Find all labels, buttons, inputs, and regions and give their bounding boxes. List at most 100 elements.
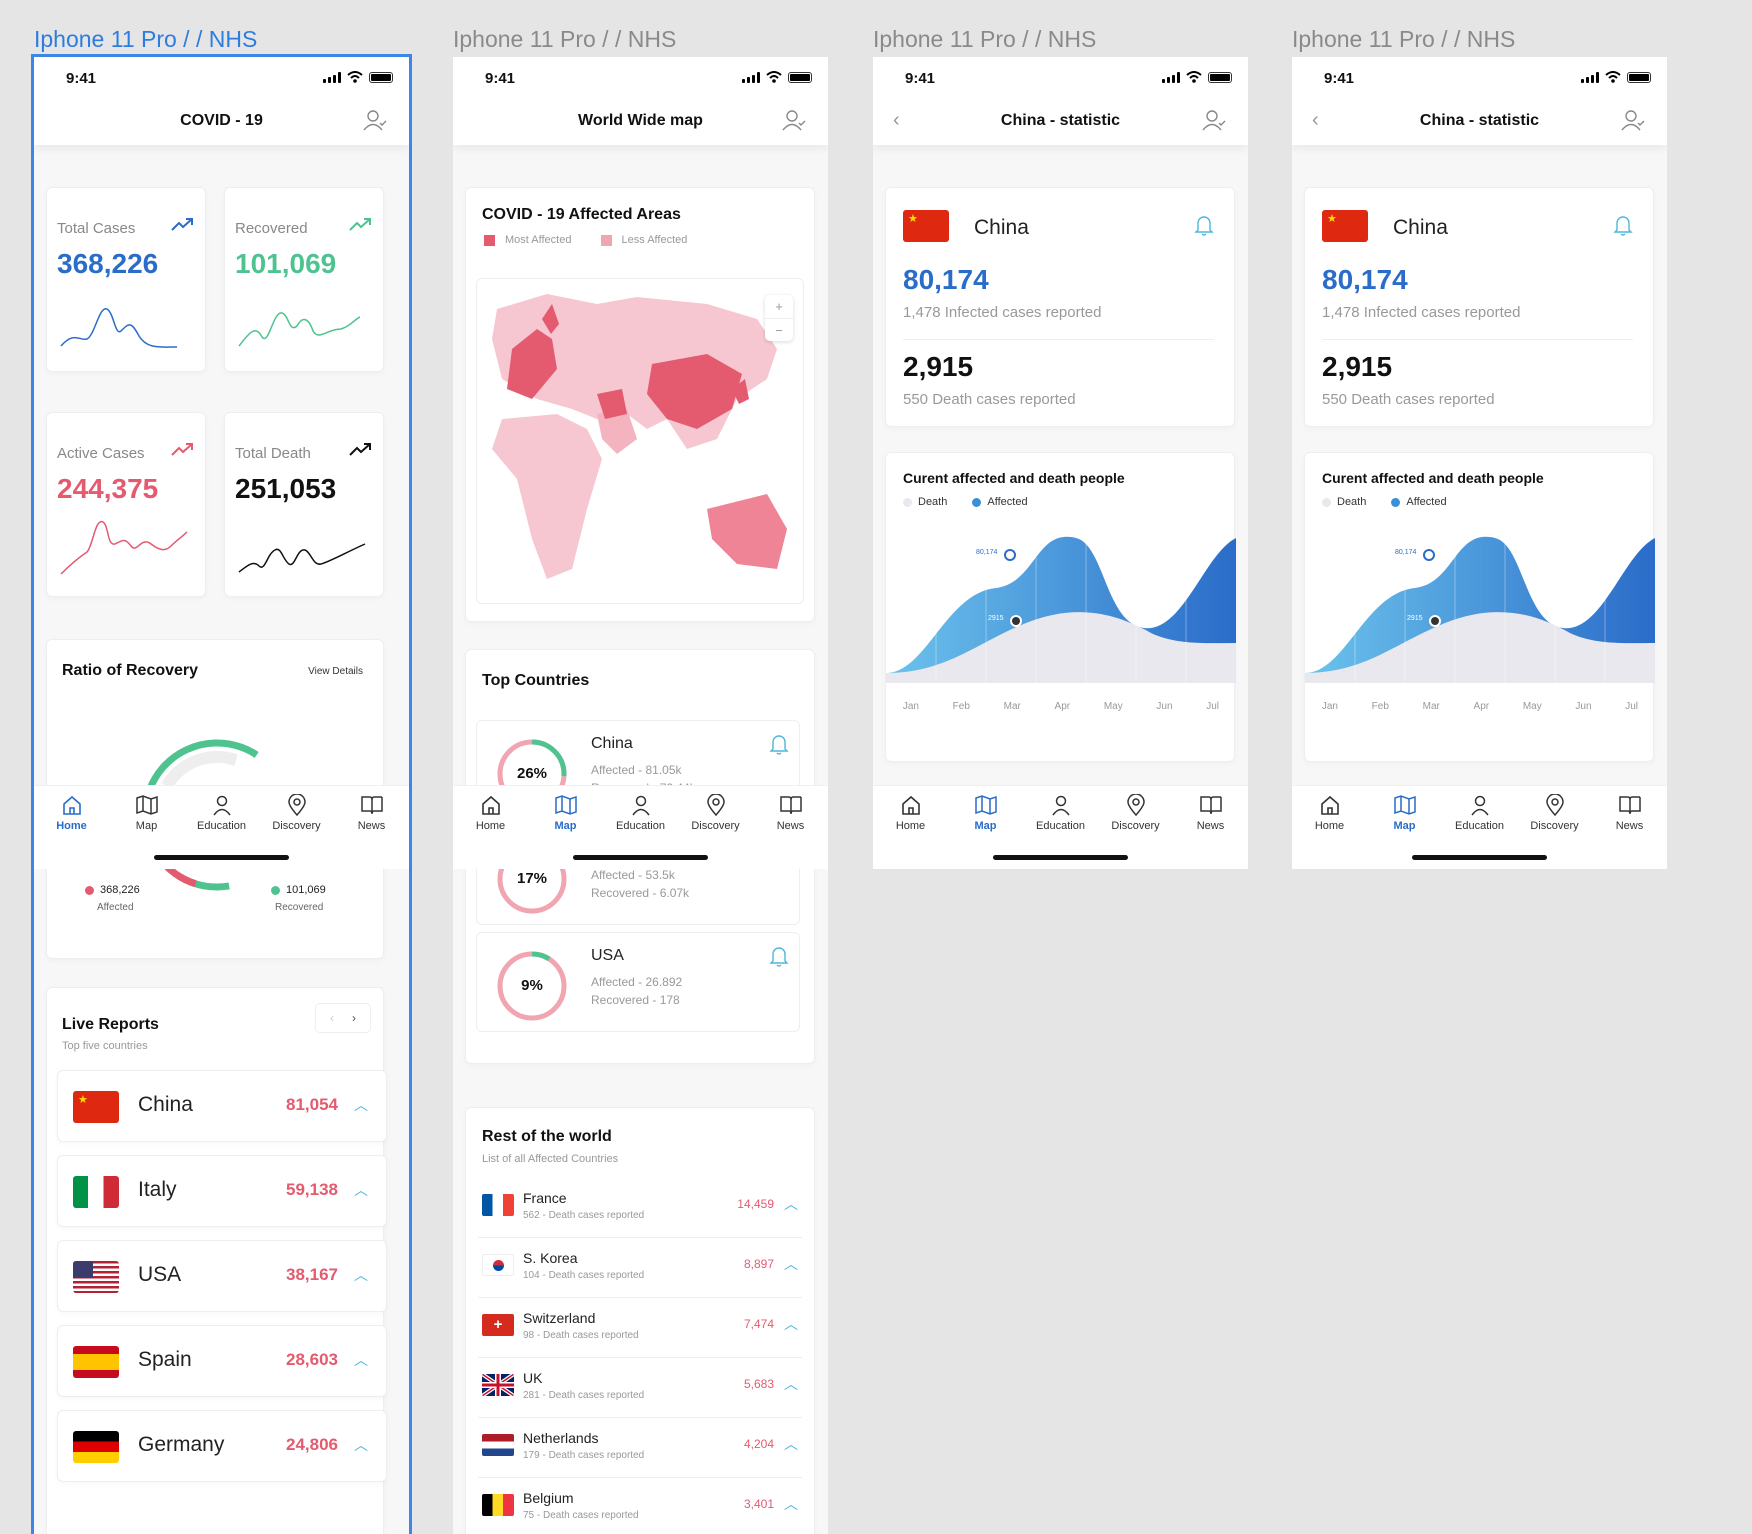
affected-marker[interactable] xyxy=(1004,549,1016,561)
country-name: China xyxy=(974,216,1029,239)
infected-sub: 1,478 Infected cases reported xyxy=(903,304,1102,321)
tab-discovery[interactable]: Discovery xyxy=(259,794,334,832)
month-label: May xyxy=(1522,701,1542,712)
tab-education[interactable]: Education xyxy=(1442,794,1517,832)
country-row-uk[interactable]: UK 281 - Death cases reported 5,683 ︿ xyxy=(478,1358,802,1418)
affected-death-chart-card: Curent affected and death people Death A… xyxy=(1304,452,1655,762)
uk-flag-icon xyxy=(482,1374,514,1396)
tab-news[interactable]: News xyxy=(1173,794,1248,832)
bell-icon[interactable] xyxy=(1194,214,1214,236)
tab-label: Education xyxy=(1455,820,1504,832)
country-row-france[interactable]: France 562 - Death cases reported 14,459… xyxy=(478,1178,802,1238)
china-flag-icon: ★ xyxy=(903,210,949,242)
user-check-icon[interactable] xyxy=(363,109,387,131)
user-check-icon[interactable] xyxy=(1621,109,1645,131)
live-row-usa[interactable]: USA 38,167 ︿ xyxy=(57,1240,387,1312)
death-marker[interactable] xyxy=(1429,615,1441,627)
tab-education[interactable]: Education xyxy=(603,794,678,832)
chevron-up-icon: ︿ xyxy=(784,1496,798,1512)
country-name: Spain xyxy=(138,1348,192,1371)
rest-of-world-card: Rest of the world List of all Affected C… xyxy=(465,1107,815,1534)
live-row-italy[interactable]: Italy 59,138 ︿ xyxy=(57,1155,387,1227)
tab-education[interactable]: Education xyxy=(1023,794,1098,832)
tab-news[interactable]: News xyxy=(753,794,828,832)
tab-education[interactable]: Education xyxy=(184,794,259,832)
status-bar: 9:41 xyxy=(453,57,828,97)
tab-label: Map xyxy=(554,820,577,832)
top-country-row[interactable]: 9% USA Affected - 26.892 Recovered - 178 xyxy=(476,932,800,1032)
wifi-icon xyxy=(1605,71,1621,83)
frame-title-home[interactable]: Iphone 11 Pro / / NHS xyxy=(34,26,258,52)
tab-news[interactable]: News xyxy=(1592,794,1667,832)
zoom-out-button[interactable]: − xyxy=(765,318,793,341)
bell-icon[interactable] xyxy=(1613,214,1633,236)
live-row-china[interactable]: ★ China 81,054 ︿ xyxy=(57,1070,387,1142)
recovered-card[interactable]: Recovered 101,069 xyxy=(224,187,384,372)
frame-title-stat1[interactable]: Iphone 11 Pro / / NHS xyxy=(873,26,1097,52)
status-icons xyxy=(1581,71,1651,83)
death-marker[interactable] xyxy=(1010,615,1022,627)
usa-flag-icon xyxy=(73,1261,119,1293)
live-row-germany[interactable]: Germany 24,806 ︿ xyxy=(57,1410,387,1482)
bell-icon[interactable] xyxy=(769,945,789,967)
tab-home[interactable]: Home xyxy=(34,794,109,832)
month-label: Jun xyxy=(1156,701,1173,712)
country-name: Italy xyxy=(138,1178,177,1201)
deaths-sub: 550 Death cases reported xyxy=(903,391,1076,408)
tab-news[interactable]: News xyxy=(334,794,409,832)
country-value: 8,897 xyxy=(743,1257,774,1271)
tab-discovery[interactable]: Discovery xyxy=(1517,794,1592,832)
status-icons xyxy=(323,71,393,83)
month-label: Jun xyxy=(1575,701,1592,712)
card-label: Total Death xyxy=(235,445,311,462)
area-chart xyxy=(1305,533,1655,683)
less-affected-swatch xyxy=(600,234,612,246)
zoom-in-button[interactable]: + xyxy=(775,299,783,314)
active-cases-card[interactable]: Active Cases 244,375 xyxy=(46,412,206,597)
country-name: China xyxy=(1393,216,1448,239)
country-row-switzerland[interactable]: + Switzerland 98 - Death cases reported … xyxy=(478,1298,802,1358)
rest-title: Rest of the world xyxy=(482,1128,612,1145)
view-details-link[interactable]: View Details xyxy=(308,666,363,677)
bell-icon[interactable] xyxy=(769,733,789,755)
chevron-up-icon: ︿ xyxy=(354,1437,368,1453)
country-row-belgium[interactable]: Belgium 75 - Death cases reported 3,401 … xyxy=(478,1478,802,1534)
tab-discovery[interactable]: Discovery xyxy=(1098,794,1173,832)
back-arrow-icon[interactable]: ‹ xyxy=(1312,109,1319,131)
frame-title-map[interactable]: Iphone 11 Pro / / NHS xyxy=(453,26,677,52)
user-check-icon[interactable] xyxy=(1202,109,1226,131)
tab-home[interactable]: Home xyxy=(1292,794,1367,832)
prev-arrow-icon[interactable]: ‹ xyxy=(330,1011,334,1025)
tab-map[interactable]: Map xyxy=(109,794,184,832)
country-row-s-korea[interactable]: S. Korea 104 - Death cases reported 8,89… xyxy=(478,1238,802,1298)
tab-home[interactable]: Home xyxy=(873,794,948,832)
status-icons xyxy=(1162,71,1232,83)
recovered-text: Recovered - 6.07k xyxy=(591,886,690,900)
percentage-label: 26% xyxy=(516,765,548,782)
tab-map[interactable]: Map xyxy=(528,794,603,832)
tab-label: News xyxy=(776,820,805,832)
world-map[interactable]: + − xyxy=(476,278,804,604)
total-cases-card[interactable]: Total Cases 368,226 xyxy=(46,187,206,372)
affected-marker[interactable] xyxy=(1423,549,1435,561)
user-check-icon[interactable] xyxy=(782,109,806,131)
frame-title-stat2[interactable]: Iphone 11 Pro / / NHS xyxy=(1292,26,1516,52)
tab-home[interactable]: Home xyxy=(453,794,528,832)
back-arrow-icon[interactable]: ‹ xyxy=(893,109,900,131)
status-bar: 9:41 xyxy=(34,57,409,97)
legend-death: Death xyxy=(918,496,948,508)
tab-map[interactable]: Map xyxy=(1367,794,1442,832)
infected-value: 80,174 xyxy=(1322,264,1408,295)
location-pin-icon xyxy=(1126,794,1145,816)
sparkline-chart xyxy=(60,521,188,575)
top-countries-title: Top Countries xyxy=(482,672,590,689)
next-arrow-icon[interactable]: › xyxy=(352,1011,356,1025)
total-death-card[interactable]: Total Death 251,053 xyxy=(224,412,384,597)
map-icon xyxy=(135,795,158,815)
page-title: COVID - 19 xyxy=(180,112,263,129)
country-row-netherlands[interactable]: Netherlands 179 - Death cases reported 4… xyxy=(478,1418,802,1478)
live-reports-card: Live Reports Top five countries ‹ › ★ Ch… xyxy=(46,987,387,1534)
tab-map[interactable]: Map xyxy=(948,794,1023,832)
tab-discovery[interactable]: Discovery xyxy=(678,794,753,832)
live-row-spain[interactable]: Spain 28,603 ︿ xyxy=(57,1325,387,1397)
